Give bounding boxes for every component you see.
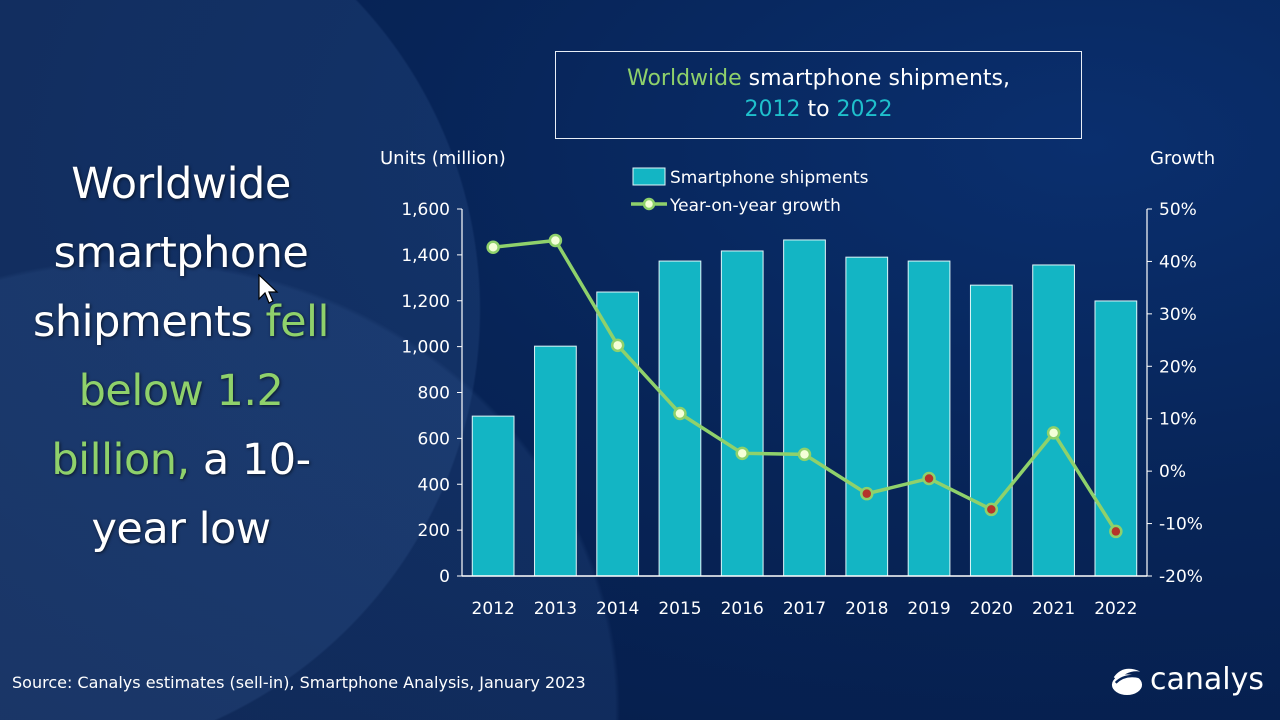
growth-point-2015 (673, 406, 687, 421)
x-tick-label: 2020 (970, 599, 1013, 619)
bar-2012 (471, 415, 515, 577)
bar-2014 (596, 291, 640, 577)
x-tick-label: 2013 (534, 599, 577, 619)
bar-2020 (969, 284, 1013, 577)
y-tick-label: 1,400 (401, 246, 450, 266)
title-part: 2022 (836, 97, 893, 122)
x-tick-label: 2022 (1094, 599, 1137, 619)
y2-tick-label: -10% (1159, 515, 1203, 535)
y2-tick-label: 50% (1159, 200, 1197, 220)
headline-line: smartphone (0, 219, 362, 288)
x-tick-label: 2012 (472, 599, 515, 619)
headline-line: below 1.2 (0, 357, 362, 426)
y-axis-label: Units (million) (380, 148, 506, 169)
x-tick-label: 2021 (1032, 599, 1075, 619)
canalys-logo: canalys (1110, 662, 1264, 697)
y-tick-label: 800 (418, 384, 450, 404)
y-tick-label: 600 (418, 429, 450, 449)
y-tick-label: 400 (418, 475, 450, 495)
x-tick-label: 2019 (907, 599, 950, 619)
x-tick-label: 2015 (658, 599, 701, 619)
y2-tick-label: 20% (1159, 357, 1197, 377)
headline-line: Worldwide (0, 150, 362, 219)
growth-point-2012 (486, 240, 500, 255)
y-tick-label: 1,200 (401, 292, 450, 312)
growth-point-2016 (735, 446, 749, 461)
x-tick-label: 2018 (845, 599, 888, 619)
y2-tick-label: 40% (1159, 252, 1197, 272)
bar-2016 (720, 250, 764, 577)
title-part: smartphone shipments, (741, 66, 1010, 91)
y-tick-label: 1,600 (401, 200, 450, 220)
title-part: 2012 (744, 97, 801, 122)
x-tick-label: 2014 (596, 599, 639, 619)
headline-highlight: fell (265, 297, 329, 347)
legend-bar-swatch (632, 167, 666, 186)
headline-highlight: billion, (51, 435, 190, 485)
y2-tick-label: -20% (1159, 567, 1203, 587)
headline-text: a 10- (189, 435, 311, 485)
x-tick-label: 2017 (783, 599, 826, 619)
growth-point-2014 (610, 338, 625, 353)
bar-2018 (845, 256, 889, 577)
y2-axis-label: Growth (1150, 148, 1216, 169)
headline: Worldwide smartphone shipments fell below 1… (0, 150, 362, 564)
y2-tick-label: 30% (1159, 305, 1197, 325)
bar-2021 (1032, 264, 1075, 577)
headline-text: shipments (33, 297, 266, 347)
headline-text: year low (91, 504, 271, 554)
source-note: Source: Canalys estimates (sell-in), Sma… (12, 673, 586, 692)
growth-point-2013 (548, 233, 563, 248)
y-tick-label: 200 (418, 521, 450, 541)
headline-line: billion, a 10- (0, 426, 362, 495)
headline-text: smartphone (53, 228, 309, 278)
chart-title: Worldwide smartphone shipments, 2012 to … (555, 51, 1082, 139)
headline-line: year low (0, 495, 362, 564)
title-part: Worldwide (626, 66, 742, 91)
bar-2019 (907, 260, 951, 577)
growth-point-2022 (1109, 524, 1123, 539)
y-tick-label: 1,000 (401, 338, 450, 358)
bar-2017 (783, 239, 826, 577)
growth-point-2021 (1046, 426, 1061, 440)
headline-text: Worldwide (71, 159, 291, 209)
bar-2013 (534, 345, 577, 577)
mouse-cursor-icon (258, 274, 279, 304)
growth-point-2020 (984, 502, 999, 517)
legend-line-marker (642, 197, 656, 211)
growth-point-2019 (922, 471, 936, 486)
growth-point-2018 (860, 486, 874, 501)
legend-label: Smartphone shipments (670, 168, 869, 188)
headline-line: shipments fell (0, 288, 362, 357)
legend-label: Year-on-year growth (669, 196, 841, 216)
y2-tick-label: 10% (1159, 410, 1197, 430)
title-part: to (800, 97, 837, 122)
growth-point-2017 (797, 447, 812, 462)
canalys-logo-icon (1111, 668, 1143, 695)
y2-tick-label: 0% (1159, 462, 1186, 482)
headline-highlight: below 1.2 (78, 366, 284, 416)
chart: 0 200 400 600 800 1,000 1,200 1,400 1,600 -20% -10… (401, 167, 1203, 619)
canalys-logo-text: canalys (1150, 662, 1264, 697)
y-tick-label: 0 (439, 567, 450, 587)
x-tick-label: 2016 (721, 599, 764, 619)
